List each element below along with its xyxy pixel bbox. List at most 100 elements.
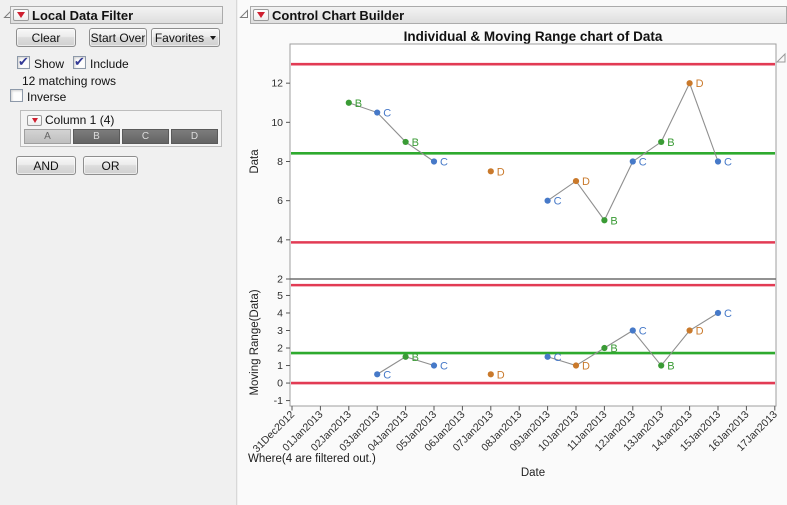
data-point[interactable] [686, 80, 693, 87]
control-chart-builder-panel: Control Chart Builder Individual & Movin… [238, 0, 787, 505]
red-triangle-menu-button[interactable] [13, 9, 29, 21]
data-point[interactable] [430, 158, 438, 165]
resize-grip-icon[interactable] [775, 52, 786, 63]
matching-rows-text: 12 matching rows [22, 74, 117, 88]
point-label: C [639, 326, 647, 338]
data-point[interactable] [544, 197, 551, 204]
y-tick-label: 4 [277, 307, 283, 319]
y-tick-label: 5 [277, 290, 283, 302]
start-over-button[interactable]: Start Over [89, 28, 147, 47]
filter-column-label: Column 1 (4) [45, 113, 115, 127]
y-tick-label: 12 [271, 78, 283, 90]
y-axis-title: Moving Range(Data) [249, 289, 261, 395]
point-label: D [582, 361, 590, 373]
red-triangle-menu-button[interactable] [253, 9, 269, 21]
builder-header-bar: Control Chart Builder [250, 6, 787, 24]
data-point[interactable] [402, 353, 409, 360]
show-checkbox-label: Show [34, 57, 65, 71]
point-label: B [412, 352, 419, 364]
point-label: D [497, 166, 505, 178]
data-point[interactable] [374, 371, 381, 378]
include-checkbox-label: Include [90, 57, 129, 71]
y-tick-label: 2 [277, 343, 283, 355]
point-label: D [696, 78, 704, 90]
point-label: B [610, 215, 617, 227]
point-label: C [554, 196, 562, 208]
data-point[interactable] [629, 327, 636, 334]
point-label: C [554, 352, 562, 364]
filter-where-note: Where(4 are filtered out.) [248, 453, 376, 465]
red-triangle-icon [257, 12, 265, 18]
include-checkbox[interactable] [73, 56, 86, 69]
or-button[interactable]: OR [83, 156, 138, 175]
y-tick-label: 4 [277, 234, 283, 246]
data-point[interactable] [629, 158, 636, 165]
clear-button[interactable]: Clear [16, 28, 76, 47]
y-tick-label: 3 [277, 325, 283, 337]
point-label: B [412, 137, 419, 149]
filter-panel-title: Local Data Filter [32, 7, 134, 23]
chart-title: Individual & Moving Range chart of Data [403, 29, 663, 44]
and-button[interactable]: AND [16, 156, 76, 175]
builder-panel-title: Control Chart Builder [272, 7, 405, 23]
point-label: C [639, 157, 647, 169]
inverse-checkbox[interactable] [10, 89, 23, 102]
data-point[interactable] [572, 362, 580, 369]
data-point[interactable] [658, 138, 665, 146]
data-point[interactable] [402, 138, 409, 146]
point-label: C [440, 157, 448, 169]
show-checkbox[interactable] [17, 56, 30, 69]
point-label: B [355, 98, 362, 110]
disclosure-triangle-icon[interactable] [239, 9, 249, 19]
data-point[interactable] [572, 177, 580, 185]
point-label: D [497, 369, 505, 381]
red-triangle-icon [17, 12, 25, 18]
category-segment-d[interactable]: D [171, 129, 218, 144]
data-point[interactable] [487, 371, 494, 378]
x-axis-title: Date [521, 467, 545, 479]
local-data-filter-panel: Local Data Filter Clear Start Over Favor… [0, 0, 237, 505]
data-point[interactable] [601, 344, 608, 352]
point-label: B [667, 137, 674, 149]
point-label: C [383, 369, 391, 381]
favorites-button[interactable]: Favorites [151, 28, 220, 47]
y-tick-label: 8 [277, 156, 283, 168]
category-segment-a[interactable]: A [24, 129, 71, 144]
point-label: D [696, 326, 704, 338]
filter-header-bar: Local Data Filter [10, 6, 223, 24]
data-point[interactable] [658, 362, 665, 369]
data-point[interactable] [714, 309, 722, 317]
dropdown-arrow-icon [210, 35, 217, 40]
point-label: D [582, 176, 590, 188]
data-point[interactable] [544, 353, 551, 360]
point-label: C [440, 361, 448, 373]
inverse-checkbox-label: Inverse [27, 90, 67, 104]
y-tick-label: 1 [277, 360, 283, 372]
plot-frame [289, 43, 777, 407]
category-segment-b[interactable]: B [73, 129, 120, 144]
data-point[interactable] [430, 362, 438, 369]
data-point[interactable] [487, 168, 494, 175]
red-triangle-icon [31, 117, 38, 123]
point-label: C [724, 157, 732, 169]
y-tick-label: 6 [277, 195, 283, 207]
column-red-triangle-menu-button[interactable] [27, 114, 42, 126]
point-label: B [667, 361, 674, 373]
data-point[interactable] [686, 327, 693, 334]
data-point[interactable] [345, 99, 352, 106]
connector-line [348, 102, 435, 162]
point-label: B [610, 343, 617, 355]
category-segment-c[interactable]: C [122, 129, 169, 144]
data-point[interactable] [714, 158, 722, 165]
y-tick-label: 10 [271, 117, 283, 129]
point-label: C [724, 308, 732, 320]
data-point[interactable] [374, 109, 381, 116]
y-axis-title: Data [249, 149, 261, 174]
point-label: C [383, 108, 391, 120]
data-point[interactable] [601, 217, 608, 224]
y-tick-label: -1 [274, 395, 283, 407]
